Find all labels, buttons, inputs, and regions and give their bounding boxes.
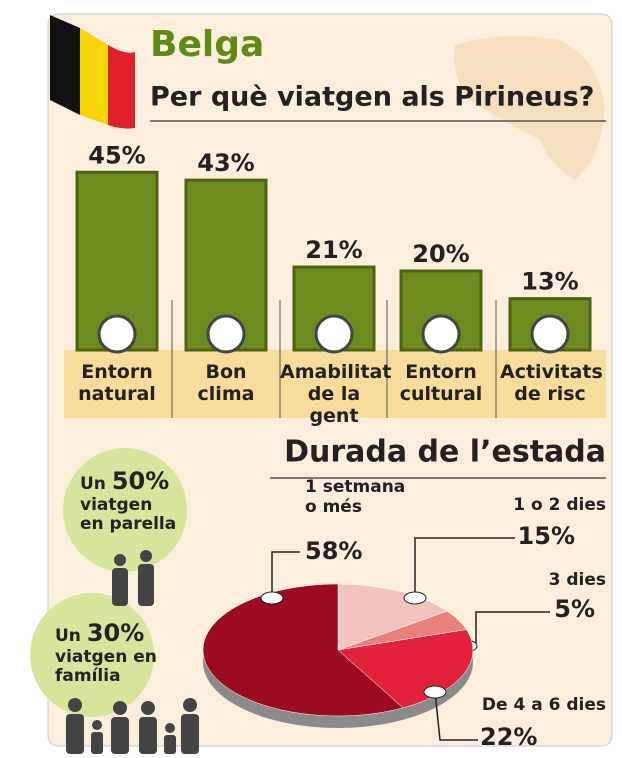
leader-line xyxy=(414,537,515,598)
pie-category-label: 3 dies xyxy=(549,570,606,590)
icon xyxy=(206,314,246,354)
pie-category-label: De 4 a 6 dies xyxy=(482,695,606,715)
bar-title: Per què viatgen als Pirineus? xyxy=(150,82,594,113)
category-label: Entorn natural xyxy=(78,361,156,405)
icon xyxy=(97,314,137,354)
leader-line xyxy=(434,691,478,741)
value-label: 43% xyxy=(197,149,254,177)
pie-value-label: 5% xyxy=(554,595,595,623)
callout-lead: Un xyxy=(80,474,106,494)
callout-share: 30% xyxy=(86,619,145,647)
value-label: 13% xyxy=(521,268,578,296)
callout-text: viatgen en parella xyxy=(80,494,177,535)
callout-lead: Un xyxy=(55,626,81,646)
value-label: 20% xyxy=(412,240,469,268)
callout: Un 50% viatgen en parella xyxy=(80,467,180,535)
leader-dot xyxy=(403,591,427,605)
pie-title: Durada de l’estada xyxy=(284,435,606,470)
value-label: 45% xyxy=(88,141,145,169)
pie-value-label: 58% xyxy=(305,537,362,565)
callout: Un 30% viatgen en família xyxy=(55,619,165,687)
category-label: Amabilitat de la gent xyxy=(280,361,392,427)
category-label: Bon clima xyxy=(197,361,255,405)
category-label: Entorn cultural xyxy=(399,361,483,405)
people-icons xyxy=(66,550,199,754)
map-shape xyxy=(454,36,605,180)
icon xyxy=(314,314,354,354)
value-label: 21% xyxy=(305,236,362,264)
label-band xyxy=(64,350,606,418)
icon xyxy=(421,314,461,354)
icon xyxy=(530,314,570,354)
leader-line xyxy=(271,551,300,598)
leader-dot xyxy=(423,685,447,699)
callout-circle xyxy=(63,448,187,572)
pie-category-label: 1 o 2 dies xyxy=(513,495,606,515)
flag xyxy=(50,15,135,129)
heading: Belga xyxy=(150,24,264,65)
callout-share: 50% xyxy=(111,467,170,495)
callout-text: viatgen en família xyxy=(55,646,157,687)
leader-dot xyxy=(260,591,284,605)
pie-value-label: 22% xyxy=(480,723,537,751)
category-label: Activitats de risc xyxy=(500,361,603,405)
callout-circle xyxy=(30,593,154,717)
pie-value-label: 15% xyxy=(518,522,575,550)
pie-category-label: 1 setmana o més xyxy=(305,477,406,517)
